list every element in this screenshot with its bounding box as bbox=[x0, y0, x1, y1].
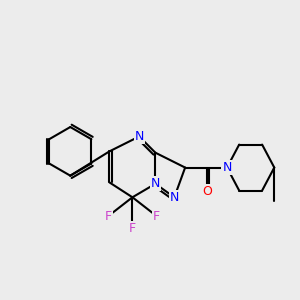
Text: N: N bbox=[169, 191, 179, 204]
Text: N: N bbox=[222, 161, 232, 174]
Text: O: O bbox=[202, 185, 212, 198]
Text: F: F bbox=[153, 210, 160, 223]
Text: N: N bbox=[134, 130, 144, 143]
Text: F: F bbox=[105, 210, 112, 223]
Text: F: F bbox=[129, 222, 136, 235]
Text: N: N bbox=[151, 177, 160, 190]
